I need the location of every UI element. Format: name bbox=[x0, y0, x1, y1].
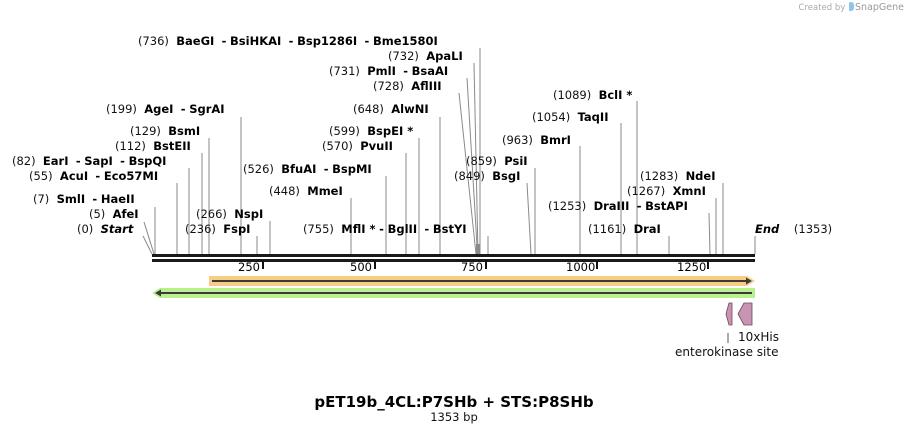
his-tag-label: 10xHis bbox=[738, 330, 779, 344]
site-label-963[interactable]: (963) BmrI bbox=[502, 133, 571, 147]
site-label-129[interactable]: (129) BsmI bbox=[130, 124, 201, 138]
start-label: (0) Start bbox=[77, 222, 134, 236]
site-label-648[interactable]: (648) AlwNI bbox=[353, 102, 429, 116]
site-label-849[interactable]: (849) BsgI bbox=[454, 169, 521, 183]
enterokinase-site-label: enterokinase site bbox=[675, 345, 779, 359]
site-label-736[interactable]: (736) BaeGI - BsiHKAI - Bsp1286I - Bme15… bbox=[138, 34, 438, 48]
plasmid-length: 1353 bp bbox=[430, 410, 478, 424]
green-orf-reverse-arrow[interactable] bbox=[152, 288, 755, 298]
snapgene-logo-icon bbox=[849, 2, 855, 11]
ruler-tick-1000 bbox=[596, 261, 598, 269]
site-label-1283[interactable]: (1283) NdeI bbox=[640, 169, 716, 183]
site-label-1054[interactable]: (1054) TaqII bbox=[532, 110, 609, 124]
ruler-label-1000: 1000 bbox=[566, 260, 596, 274]
site-label-236[interactable]: (236) FspI bbox=[185, 222, 251, 236]
site-label-732[interactable]: (732) ApaLI bbox=[388, 49, 463, 63]
ruler-tick-1250 bbox=[707, 261, 709, 269]
site-label-82[interactable]: (82) EarI - SapI - BspQI bbox=[12, 154, 167, 168]
site-label-1253[interactable]: (1253) DraIII - BstAPI bbox=[548, 199, 688, 213]
site-label-1161[interactable]: (1161) DraI bbox=[588, 222, 661, 236]
site-label-728[interactable]: (728) AflIII bbox=[373, 79, 442, 93]
credit-prefix: Created by bbox=[798, 3, 846, 13]
ruler-tick-500 bbox=[374, 261, 376, 269]
enterokinase-site-feature[interactable] bbox=[725, 302, 733, 326]
dna-backbone-bottom-strand bbox=[152, 259, 755, 262]
credit-brand: SnapGene bbox=[855, 2, 904, 13]
ruler-tick-750 bbox=[485, 261, 487, 269]
ruler-label-1250: 1250 bbox=[677, 260, 707, 274]
his-tag-feature[interactable] bbox=[737, 302, 753, 326]
ruler-tick-250 bbox=[262, 261, 264, 269]
site-label-731[interactable]: (731) PmlI - BsaAI bbox=[329, 64, 449, 78]
site-label-599[interactable]: (599) BspEI * bbox=[329, 124, 414, 138]
site-label-55[interactable]: (55) AcuI - Eco57MI bbox=[29, 169, 159, 183]
site-label-7[interactable]: (7) SmlI - HaeII bbox=[33, 192, 135, 206]
end-label: End (1353) bbox=[755, 222, 833, 236]
site-label-570[interactable]: (570) PvuII bbox=[322, 139, 393, 153]
site-label-1267[interactable]: (1267) XmnI bbox=[627, 184, 706, 198]
ruler-label-750: 750 bbox=[461, 260, 483, 274]
orange-orf-forward-arrow[interactable] bbox=[209, 276, 755, 286]
site-label-1089[interactable]: (1089) BclI * bbox=[553, 88, 633, 102]
site-label-5[interactable]: (5) AfeI bbox=[89, 207, 139, 221]
site-label-448[interactable]: (448) MmeI bbox=[269, 184, 343, 198]
site-label-199[interactable]: (199) AgeI - SgrAI bbox=[106, 102, 225, 116]
ruler-label-500: 500 bbox=[350, 260, 372, 274]
dna-backbone-top-strand bbox=[152, 254, 755, 257]
site-label-112[interactable]: (112) BstEII bbox=[115, 139, 191, 153]
site-label-266[interactable]: (266) NspI bbox=[196, 207, 264, 221]
site-label-526[interactable]: (526) BfuAI - BspMI bbox=[243, 162, 372, 176]
plasmid-title: pET19b_4CL:P7SHb + STS:P8SHb bbox=[314, 393, 594, 411]
ruler-label-250: 250 bbox=[238, 260, 260, 274]
site-label-859[interactable]: (859) PsiI bbox=[466, 154, 528, 168]
snapgene-credit: Created by SnapGene bbox=[799, 2, 904, 13]
site-label-755[interactable]: (755) MflI * - BglII - BstYI bbox=[303, 222, 467, 236]
